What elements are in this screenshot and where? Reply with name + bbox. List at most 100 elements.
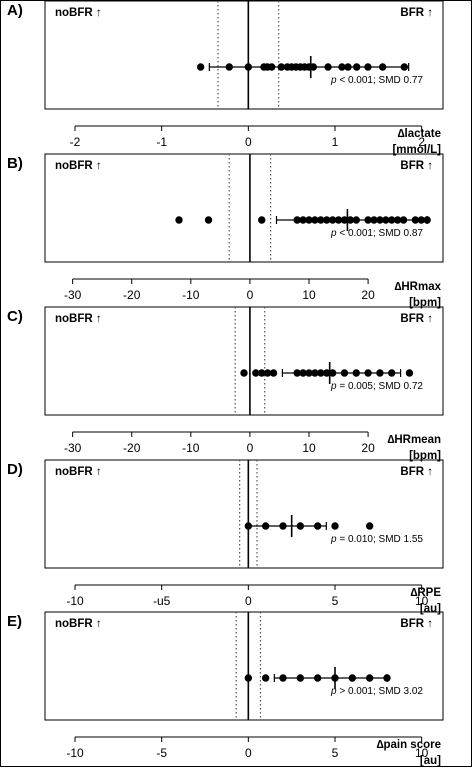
right-corner-label: BFR ↑	[400, 466, 433, 478]
data-point	[334, 216, 343, 224]
data-point	[296, 522, 305, 530]
data-point	[399, 216, 408, 224]
x-tick-label: 5	[332, 746, 339, 760]
data-point	[383, 674, 391, 682]
x-tick-label: 0	[245, 746, 252, 760]
stat-values: < 0.001; SMD 0.77	[337, 75, 424, 86]
data-point	[378, 63, 387, 71]
data-point	[423, 216, 431, 224]
panel-c: C) noBFR ↑ BFR ↑ p = 0.005; SMD 0.72 -30 -20 -…	[7, 306, 444, 462]
plot-frame	[44, 611, 444, 721]
data-point	[299, 216, 307, 224]
x-axis-unit: [au]	[420, 755, 441, 767]
x-axis-unit: [mmol/L]	[392, 144, 441, 156]
panel-b: B) noBFR ↑ BFR ↑ p < 0.001; SMD 0.87 -30 -20 -…	[7, 153, 444, 309]
stat-p-symbol: p	[330, 75, 337, 86]
data-point	[323, 216, 331, 224]
data-point	[261, 522, 270, 530]
data-point	[279, 522, 287, 530]
data-point	[352, 216, 360, 224]
panel-d: D) noBFR ↑ BFR ↑ p = 0.010; SMD 1.55 -10 -u5 0…	[7, 459, 444, 615]
x-tick-label: 5	[332, 594, 339, 608]
data-point	[324, 63, 332, 71]
data-point	[405, 369, 414, 377]
stat-values: = 0.005; SMD 0.72	[337, 381, 424, 392]
data-point	[352, 369, 360, 377]
data-point	[311, 369, 319, 377]
plot-frame	[44, 153, 444, 263]
panel-letter: B)	[7, 155, 23, 172]
stat-values: < 0.001; SMD 0.87	[337, 228, 424, 239]
right-corner-label: BFR ↑	[400, 160, 433, 172]
data-point	[400, 63, 409, 71]
panel-letter: C)	[7, 308, 23, 325]
data-point	[365, 522, 374, 530]
x-tick-label: -20	[123, 441, 141, 455]
x-tick-label: -5	[156, 746, 167, 760]
data-point	[279, 674, 287, 682]
stat-p-symbol: p	[330, 381, 337, 392]
data-point	[268, 63, 276, 71]
data-point	[317, 369, 325, 377]
x-axis-title: ∆RPE	[410, 587, 441, 599]
x-tick-label: -10	[66, 746, 84, 760]
data-point	[252, 369, 260, 377]
x-tick-label: 20	[361, 288, 375, 302]
x-tick-label: -30	[64, 288, 82, 302]
panel-letter: A)	[7, 2, 23, 19]
data-point	[244, 522, 253, 530]
x-axis-unit: [au]	[420, 603, 441, 615]
panel-e: E) noBFR ↑ BFR ↑ p > 0.001; SMD 3.02 -10 -5 0 5…	[7, 611, 444, 767]
left-corner-label: noBFR ↑	[55, 618, 102, 630]
data-point	[338, 63, 346, 71]
data-point	[340, 369, 349, 377]
data-point	[196, 63, 205, 71]
plot-frame	[44, 459, 444, 569]
data-point	[365, 674, 374, 682]
data-point	[204, 216, 213, 224]
x-axis-unit: [bpm]	[409, 450, 441, 462]
x-tick-label: 0	[247, 441, 254, 455]
data-point	[313, 522, 322, 530]
x-axis-title: ∆lactate	[398, 128, 441, 140]
panel-a: A) noBFR ↑ BFR ↑ p < 0.001; SMD 0.77 -2 -1 0 1 2…	[7, 1, 444, 156]
left-corner-label: noBFR ↑	[55, 466, 102, 478]
stat-values: = 0.010; SMD 1.55	[337, 534, 424, 545]
stat-label: p > 0.001; SMD 3.02	[330, 686, 423, 697]
right-corner-label: BFR ↑	[400, 7, 433, 19]
x-axis-title: ∆HRmax	[394, 281, 441, 293]
data-point	[258, 216, 266, 224]
data-point	[348, 674, 357, 682]
data-point	[388, 369, 396, 377]
data-point	[263, 369, 272, 377]
x-tick-label: 1	[332, 135, 339, 149]
data-point	[323, 369, 331, 377]
data-point	[352, 63, 361, 71]
data-point	[376, 216, 384, 224]
x-axis-title: ∆HRmean	[387, 434, 441, 446]
plot-frame	[44, 1, 444, 110]
plot-frame	[44, 306, 444, 416]
x-tick-label: 10	[415, 594, 429, 608]
stat-values: > 0.001; SMD 3.02	[337, 686, 424, 697]
data-point	[346, 216, 355, 224]
data-point	[299, 369, 307, 377]
data-point	[261, 674, 270, 682]
stat-label: p = 0.010; SMD 1.55	[330, 534, 423, 545]
data-point	[311, 216, 319, 224]
data-point	[225, 63, 233, 71]
stat-p-symbol: p	[330, 686, 337, 697]
data-point	[293, 216, 301, 224]
stat-label: p < 0.001; SMD 0.77	[330, 75, 423, 86]
data-point	[417, 216, 425, 224]
x-axis-unit: [bpm]	[409, 297, 441, 309]
x-tick-label: -10	[182, 288, 200, 302]
stat-p-symbol: p	[330, 228, 337, 239]
data-point	[411, 216, 420, 224]
x-tick-label: -10	[66, 594, 84, 608]
x-tick-label: 20	[361, 441, 375, 455]
right-corner-label: BFR ↑	[400, 618, 433, 630]
data-point	[328, 216, 337, 224]
data-point	[388, 216, 396, 224]
